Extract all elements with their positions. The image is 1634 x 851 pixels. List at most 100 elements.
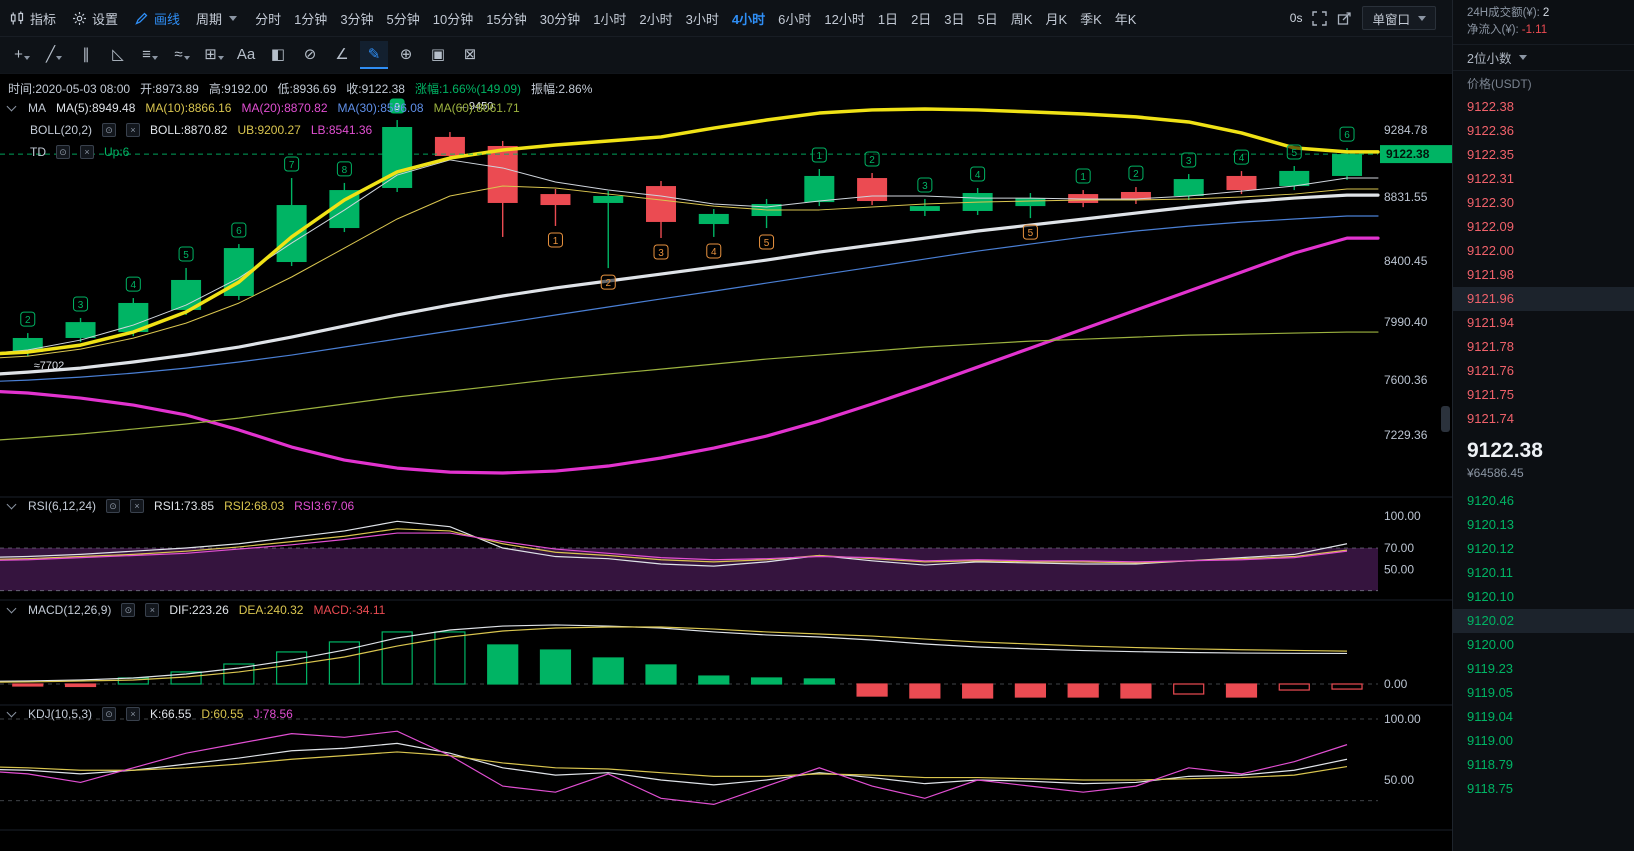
bid-row[interactable]: 9120.10: [1467, 589, 1514, 604]
period-dropdown[interactable]: 周期: [196, 9, 238, 28]
timeframe-30分钟[interactable]: 30分钟: [539, 11, 581, 27]
net-inflow-value: -1.11: [1521, 24, 1548, 36]
timeframe-1小时[interactable]: 1小时: [593, 11, 627, 27]
text-tool[interactable]: Aa: [232, 41, 260, 69]
ask-row[interactable]: 9121.76: [1467, 363, 1514, 378]
crosshair-tool[interactable]: +: [8, 41, 36, 69]
bid-row[interactable]: 9120.11: [1467, 565, 1514, 580]
ask-row[interactable]: 9122.38: [1467, 99, 1514, 114]
timeframe-1日[interactable]: 1日: [877, 11, 899, 27]
timeframe-12小时[interactable]: 12小时: [824, 11, 865, 27]
indicator-settings-icon[interactable]: ⊙: [56, 145, 70, 159]
indicator-close-icon[interactable]: ×: [126, 123, 141, 137]
chart-area: 9284.78 8831.55 8400.45 7990.40 7600.36 7229.…: [0, 74, 1452, 851]
indicator-settings-icon[interactable]: ⊙: [106, 499, 121, 513]
timeframe-2小时[interactable]: 2小时: [639, 11, 673, 27]
collapse-chevron-icon[interactable]: [6, 707, 17, 717]
panel-collapse-handle[interactable]: [1441, 406, 1450, 432]
ask-row[interactable]: 9121.75: [1467, 387, 1514, 402]
trendline-tool[interactable]: ╱: [40, 41, 68, 69]
timeframe-4小时[interactable]: 4小时: [731, 11, 766, 27]
decimal-precision-dropdown[interactable]: 2位小数: [1453, 44, 1634, 71]
fibonacci-tool-icon: ⊞: [204, 45, 217, 63]
price-chart-canvas[interactable]: 9284.78 8831.55 8400.45 7990.40 7600.36 7229.…: [0, 74, 1452, 851]
bid-row[interactable]: 9120.13: [1467, 517, 1514, 532]
timeframe-3小时[interactable]: 3小时: [685, 11, 719, 27]
bid-row[interactable]: 9118.75: [1467, 781, 1514, 796]
legend-title: BOLL(20,2): [30, 123, 93, 137]
ask-row[interactable]: 9121.74: [1467, 411, 1514, 426]
indicator-settings-icon[interactable]: ⊙: [102, 123, 117, 137]
indicators-button[interactable]: 指标: [10, 9, 56, 28]
bid-row[interactable]: 9119.00: [1467, 733, 1514, 748]
indicator-close-icon[interactable]: ×: [130, 499, 145, 513]
window-mode-button[interactable]: 单窗口: [1362, 6, 1436, 30]
screenshot-tool[interactable]: ▣: [424, 41, 452, 69]
collapse-chevron-icon[interactable]: [6, 499, 17, 509]
fibonacci-tool[interactable]: ⊞: [200, 41, 228, 69]
wave-tool[interactable]: ≈: [168, 41, 196, 69]
percent-tool[interactable]: ⊘: [296, 41, 324, 69]
draw-lines-button[interactable]: 画线: [134, 9, 180, 28]
timeframe-3分钟[interactable]: 3分钟: [340, 11, 374, 27]
angle-tool[interactable]: ◺: [104, 41, 132, 69]
delete-tool[interactable]: ⊠: [456, 41, 484, 69]
pencil-tool-icon: ✎: [367, 45, 381, 63]
pencil-tool[interactable]: ✎: [360, 41, 388, 69]
wave-tool-icon: ≈: [174, 45, 183, 63]
bid-row[interactable]: 9119.23: [1467, 661, 1514, 676]
bid-row[interactable]: 9118.79: [1467, 757, 1514, 772]
bid-row[interactable]: 9120.00: [1467, 637, 1514, 652]
svg-text:3: 3: [1186, 156, 1192, 167]
svg-text:9: 9: [394, 102, 400, 113]
ruler-tool[interactable]: ∠: [328, 41, 356, 69]
ask-row[interactable]: 9121.78: [1467, 339, 1514, 354]
ask-row[interactable]: 9122.36: [1467, 123, 1514, 138]
timeframe-15分钟[interactable]: 15分钟: [486, 11, 527, 27]
indicator-settings-icon[interactable]: ⊙: [121, 603, 136, 617]
indicator-settings-icon[interactable]: ⊙: [102, 707, 117, 721]
popout-icon[interactable]: [1337, 11, 1352, 26]
measure-tool[interactable]: ⊕: [392, 41, 420, 69]
timeframe-5分钟[interactable]: 5分钟: [386, 11, 420, 27]
ask-list: 9122.38 9122.36 9122.35 9122.31 9122.30 9122.…: [1453, 95, 1634, 431]
timeframe-季K[interactable]: 季K: [1080, 11, 1102, 27]
ask-row[interactable]: 9122.31: [1467, 171, 1514, 186]
timeframe-6小时[interactable]: 6小时: [778, 11, 812, 27]
ask-row[interactable]: 9121.96: [1453, 287, 1634, 311]
timeframe-5日[interactable]: 5日: [977, 11, 998, 27]
fullscreen-icon[interactable]: [1312, 10, 1328, 26]
ask-row[interactable]: 9121.94: [1467, 315, 1514, 330]
timeframe-3日[interactable]: 3日: [944, 11, 965, 27]
indicator-close-icon[interactable]: ×: [80, 145, 94, 159]
ask-row[interactable]: 9122.35: [1467, 147, 1514, 162]
bid-row[interactable]: 9119.04: [1467, 709, 1514, 724]
timeframe-10分钟[interactable]: 10分钟: [432, 11, 474, 27]
collapse-chevron-icon[interactable]: [6, 603, 17, 613]
chevron-down-icon: [1519, 55, 1528, 60]
ask-row[interactable]: 9122.09: [1467, 219, 1514, 234]
ask-row[interactable]: 9122.30: [1467, 195, 1514, 210]
indicator-close-icon[interactable]: ×: [126, 707, 141, 721]
vertical-lines-tool-icon: ∥: [82, 45, 90, 63]
bid-row[interactable]: 9120.46: [1467, 493, 1514, 508]
fill-tool[interactable]: ◧: [264, 41, 292, 69]
timeframe-2日[interactable]: 2日: [911, 11, 932, 27]
delete-tool-icon: ⊠: [463, 45, 477, 63]
crosshair-tool-icon: +: [14, 45, 23, 63]
horizontal-lines-tool[interactable]: ≡: [136, 41, 164, 69]
settings-button[interactable]: 设置: [72, 9, 118, 28]
indicator-close-icon[interactable]: ×: [145, 603, 160, 617]
ask-row[interactable]: 9122.00: [1467, 243, 1514, 258]
timeframe-月K[interactable]: 月K: [1045, 11, 1068, 27]
vertical-lines-tool[interactable]: ∥: [72, 41, 100, 69]
bid-row[interactable]: 9120.02: [1453, 609, 1634, 633]
collapse-chevron-icon[interactable]: [6, 101, 17, 111]
timeframe-周K[interactable]: 周K: [1010, 11, 1033, 27]
bid-row[interactable]: 9120.12: [1467, 541, 1514, 556]
timeframe-1分钟[interactable]: 1分钟: [294, 11, 328, 27]
ask-row[interactable]: 9121.98: [1467, 267, 1514, 282]
timeframe-年K[interactable]: 年K: [1114, 11, 1137, 27]
timeframe-分时[interactable]: 分时: [255, 11, 282, 27]
bid-row[interactable]: 9119.05: [1467, 685, 1514, 700]
